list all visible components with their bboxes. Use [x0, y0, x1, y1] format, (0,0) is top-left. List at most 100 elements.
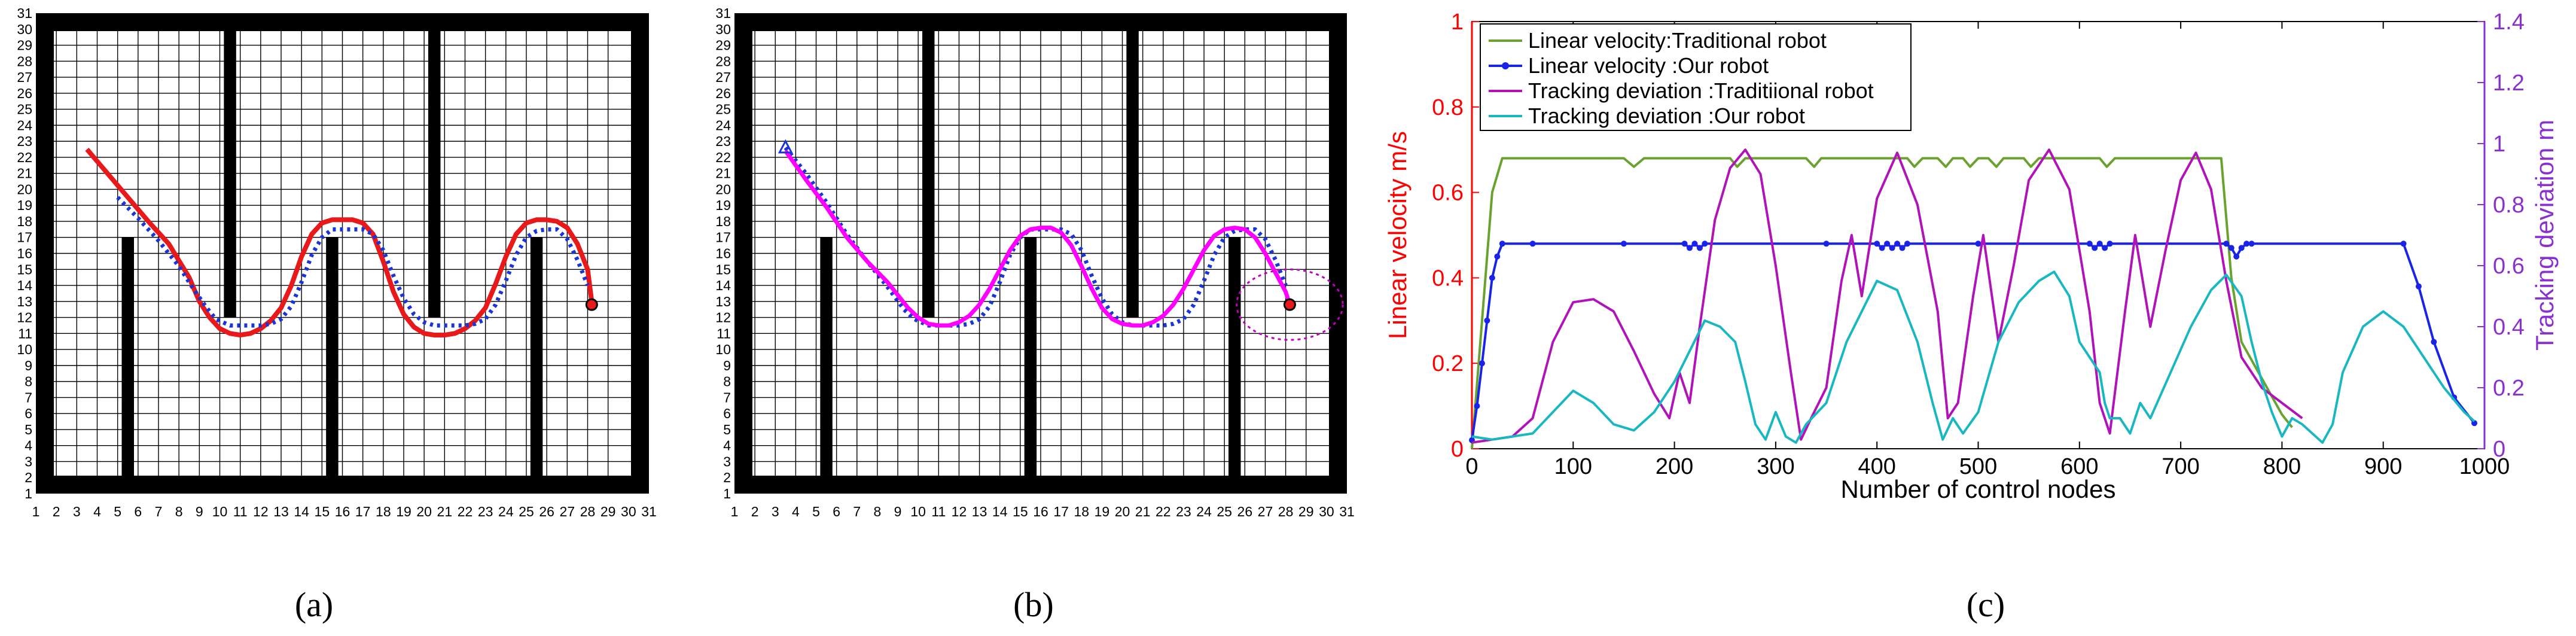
panel-b-x-tick-label: 21: [1135, 504, 1151, 519]
panel-a-x-tick-label: 11: [233, 504, 248, 519]
panel-a-y-tick-label: 18: [17, 214, 32, 229]
panel-a-obstacle-1: [121, 237, 134, 478]
panel-b-y-tick-label: 6: [723, 406, 731, 421]
panel-a-y-tick-label: 28: [17, 53, 32, 69]
panel-a-wall-bottom: [36, 476, 649, 494]
panel-a-y-tick-label: 2: [25, 470, 32, 485]
chart-c-series-2-point: [1904, 241, 1910, 247]
chart-c-y-tick-label: 0.6: [1432, 181, 1464, 206]
panel-a-x-tick-label: 6: [134, 504, 142, 519]
chart-c-series-2-point: [2086, 241, 2093, 247]
chart-c-x-tick-label: 100: [1554, 454, 1592, 479]
chart-c-y-tick-label: 0.4: [1432, 266, 1464, 291]
panel-a-y-tick-label: 13: [17, 294, 32, 309]
panel-b-y-tick-label: 21: [715, 166, 731, 181]
panel-b-x-tick-label: 18: [1074, 504, 1089, 519]
chart-c-series-line-1: [1471, 157, 2293, 449]
chart-c-y-right-tick-label: 0.8: [2493, 193, 2525, 218]
chart-c-series-2-point: [2415, 283, 2422, 290]
chart-c-series-2-point: [1702, 241, 1708, 247]
panel-b-x-tick-label: 5: [812, 504, 820, 519]
panel-a-obstacle-5: [530, 237, 543, 478]
chart-c-x-tick-label: 500: [1959, 454, 1997, 479]
chart-c-y-right-tick-label: 0.6: [2493, 254, 2525, 279]
panel-a-x-tick-label: 22: [458, 504, 473, 519]
panel-b-y-tick-label: 14: [715, 278, 731, 293]
panel-b-x-tick-label: 30: [1319, 504, 1334, 519]
chart-c-series-2-point: [1478, 360, 1485, 367]
panel-a-x-tick-label: 7: [155, 504, 163, 519]
panel-b-obstacle-4: [1126, 13, 1139, 318]
panel-a-x-tick-label: 21: [437, 504, 453, 519]
panel-b-y-tick-label: 4: [723, 438, 731, 454]
panel-b-y-tick-label: 7: [723, 389, 731, 405]
chart-c-x-tick-label: 800: [2263, 454, 2301, 479]
panel-b-x-tick-label: 19: [1095, 504, 1110, 519]
panel-a-y-tick-label: 14: [17, 278, 32, 293]
panel-a-x-tick-label: 1: [32, 504, 40, 519]
panel-a-path-2: [116, 196, 590, 328]
chart-c-y-right-tick-label: 0.2: [2493, 376, 2525, 401]
panel-a-x-tick-label: 2: [53, 504, 60, 519]
panel-b-y-tick-label: 18: [715, 214, 731, 229]
panel-b-y-tick-label: 8: [723, 374, 731, 389]
chart-c-series-2-point: [2471, 420, 2478, 427]
panel-a-x-tick-label: 9: [196, 504, 203, 519]
chart-c-series-2-point: [2228, 245, 2234, 251]
panel-b-x-tick-label: 25: [1217, 504, 1232, 519]
panel-b-y-tick-label: 3: [723, 454, 731, 469]
panel-b-x-tick-label: 26: [1237, 504, 1253, 519]
chart-c-legend-box: [1480, 23, 1912, 131]
chart-c-y-tick-label: 0.2: [1432, 351, 1464, 376]
chart-c-series-2-point: [2431, 339, 2437, 345]
chart-c-legend-label-2: Linear velocity :Our robot: [1528, 53, 1769, 78]
panel-b-x-tick-label: 7: [853, 504, 861, 519]
chart-c-y-right-tick-label: 0.4: [2493, 315, 2525, 340]
panel-b-y-tick-label: 28: [715, 53, 731, 69]
panel-a-x-tick-label: 25: [519, 504, 534, 519]
caption-a: (a): [295, 585, 333, 624]
panel-b-y-tick-label: 13: [715, 294, 731, 309]
chart-c-y-tick-label: 0: [1451, 437, 1464, 462]
panel-b-grid-map: 1 2 3 4 5 6 7 8 9 10 11 12 13 14 15 16 17 18 19 20 21 22 23 24 2…: [715, 5, 1354, 519]
panel-b-start-marker: [778, 139, 793, 154]
chart-c-series-2-point: [2106, 241, 2113, 247]
panel-b-y-tick-label: 1: [723, 486, 731, 501]
panel-b-y-tick-label: 23: [715, 133, 731, 149]
panel-a-y-tick-label: 19: [17, 197, 32, 213]
panel-a-y-tick-label: 17: [17, 230, 32, 245]
panel-a-x-tick-label: 8: [175, 504, 183, 519]
panel-a-x-tick-label: 3: [73, 504, 81, 519]
chart-c-series-line-3: [1471, 148, 2303, 444]
chart-c-series-2-point: [1879, 245, 1885, 251]
panel-b-x-tick-label: 22: [1156, 504, 1171, 519]
panel-a-x-tick-label: 23: [478, 504, 493, 519]
chart-c-series-2-point: [1889, 245, 1895, 251]
panel-b-x-tick-label: 16: [1033, 504, 1048, 519]
chart-c-series-2-point: [1894, 241, 1901, 247]
panel-b-y-tick-label: 27: [715, 69, 731, 85]
panel-a-y-tick-label: 9: [25, 358, 32, 373]
chart-c-legend-label-3: Tracking deviation :Traditiional robot: [1528, 78, 1874, 103]
chart-c-series-2-point: [2096, 241, 2103, 247]
panel-a-y-tick-label: 26: [17, 86, 32, 101]
chart-c-legend-label-4: Tracking deviation :Our robot: [1528, 104, 1805, 128]
panel-b-x-tick-label: 17: [1053, 504, 1069, 519]
chart-c-series-2-point: [1484, 317, 1490, 324]
panel-b-x-tick-label: 9: [894, 504, 902, 519]
panel-b-y-tick-label: 2: [723, 470, 731, 485]
panel-a-y-tick-label: 4: [25, 438, 32, 454]
chart-c-y-right-tick-label: 0: [2493, 437, 2505, 462]
panel-b-wall-bottom: [734, 476, 1347, 494]
chart-c-x-tick-label: 400: [1858, 454, 1895, 479]
chart-c-series-2-point: [1529, 241, 1536, 247]
panel-a-y-tick-label: 25: [17, 102, 32, 117]
panel-a-x-tick-label: 13: [273, 504, 289, 519]
chart-c-series-2-point: [2102, 245, 2108, 251]
panel-b-y-tick-label: 26: [715, 86, 731, 101]
panel-a-x-tick-label: 30: [621, 504, 636, 519]
panel-b-y-tick-label: 16: [715, 246, 731, 261]
panel-b-x-tick-label: 15: [1013, 504, 1028, 519]
chart-c-series-2-point: [2238, 245, 2245, 251]
chart-c-x-tick-label: 600: [2060, 454, 2098, 479]
